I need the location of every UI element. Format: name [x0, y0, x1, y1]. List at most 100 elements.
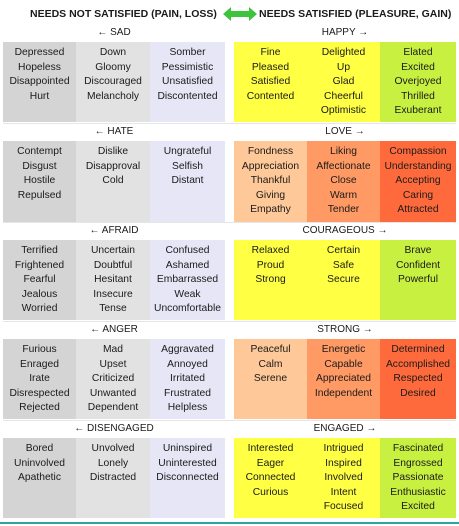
feeling-column-left: Down Gloomy Discouraged Melancholy [76, 42, 150, 122]
feeling-word: Intent [330, 486, 357, 498]
feeling-word: Insecure [93, 288, 133, 300]
feeling-word: Appreciated [316, 373, 371, 385]
feeling-word: Connected [245, 472, 296, 484]
feeling-word: Satisfied [250, 76, 291, 88]
feeling-column-right: Intrigued Inspired Involved Intent Focused [307, 438, 380, 518]
feeling-word: Exuberant [394, 105, 442, 117]
feeling-word: Close [330, 175, 357, 187]
feeling-word: Frightened [14, 259, 65, 271]
feeling-word: Irritated [170, 373, 205, 385]
feeling-column-left: Confused Ashamed Embarrassed Weak Uncomforta… [150, 240, 225, 320]
feeling-word: Distracted [89, 472, 137, 484]
feeling-column-left: Furious Enraged Irate Disrespected Rejected [3, 339, 76, 419]
feeling-word: Uncertain [90, 245, 136, 256]
feeling-word: Unvolved [91, 443, 135, 454]
feeling-word: Unwanted [89, 387, 137, 399]
feeling-column-left: Dislike Disapproval Cold [76, 141, 150, 222]
feeling-word: Weak [174, 288, 201, 300]
feeling-word: Repulsed [17, 189, 62, 201]
feeling-word: Discontented [157, 90, 218, 102]
feeling-word: Rejected [19, 402, 60, 414]
feeling-column-left: Uncertain Doubtful Hesitant Insecure Tense [76, 240, 150, 320]
feeling-word: Enraged [20, 358, 59, 370]
feeling-word: Uncomfortable [154, 303, 221, 315]
feeling-column-right: Certain Safe Secure [307, 240, 380, 320]
feeling-word: Distant [171, 175, 204, 187]
section-divider [3, 321, 456, 322]
feeling-word: Terrified [21, 245, 58, 256]
feeling-word: Jealous [21, 288, 58, 300]
feeling-word: Inspired [325, 457, 362, 469]
feeling-word: Proud [256, 259, 285, 271]
feeling-column-right: Liking Affectionate Close Warm Tender [307, 141, 380, 222]
feeling-word: Irate [29, 373, 50, 385]
needs-not-satisfied-title: NEEDS NOT SATISFIED (PAIN, LOSS) [30, 8, 217, 20]
feeling-word: Compassion [389, 146, 447, 157]
feeling-column-right: Determined Accomplished Respected Desired [380, 339, 456, 419]
feeling-column-right: Elated Excited Overjoyed Thrilled Exuberant [380, 42, 456, 122]
feeling-column-left: Depressed Hopeless Disappointed Hurt [3, 42, 76, 122]
feeling-word: Dependent [87, 402, 139, 414]
feeling-word: Dislike [97, 146, 129, 157]
feeling-word: Doubtful [93, 259, 133, 271]
feeling-word: Confident [395, 259, 441, 271]
feeling-word: Energetic [321, 344, 366, 355]
feeling-column-right: Fascinated Engrossed Passionate Enthusiasti… [380, 438, 456, 518]
feeling-word: Delighted [321, 47, 366, 58]
feeling-word: Understanding [384, 160, 452, 172]
feeling-word: Desired [400, 387, 436, 399]
feeling-word: Hurt [29, 90, 50, 102]
feeling-word: Criticized [91, 373, 135, 385]
feeling-column-right: Energetic Capable Appreciated Independent [307, 339, 380, 419]
feeling-column-left: Bored Uninvolved Apathetic [3, 438, 76, 518]
feeling-word: Hesitant [94, 274, 132, 286]
feeling-column-right: Relaxed Proud Strong [234, 240, 307, 320]
feeling-word: Eager [256, 457, 285, 469]
feeling-word: Apathetic [18, 472, 61, 484]
feeling-word: Contempt [17, 146, 62, 157]
feeling-word: Serene [253, 373, 288, 385]
feeling-word: Brave [404, 245, 432, 256]
section-divider [3, 420, 456, 421]
feeling-word: Elated [403, 47, 433, 58]
feeling-word: Lonely [97, 457, 129, 469]
feeling-word: Furious [22, 344, 57, 355]
feeling-word: Fondness [247, 146, 294, 157]
feeling-column-left: Uninspired Uninterested Disconnected [150, 438, 225, 518]
feeling-word: Involved [324, 472, 363, 484]
feeling-word: Upset [99, 358, 127, 370]
section-label-left: ← SAD [97, 27, 131, 38]
double-arrow-icon [223, 7, 257, 21]
feeling-word: Pleased [251, 61, 290, 73]
feeling-word: Fascinated [392, 443, 444, 454]
feeling-word: Fine [260, 47, 281, 58]
feeling-word: Glad [332, 76, 355, 88]
feeling-word: Calm [258, 358, 283, 370]
feeling-column-right: Interested Eager Connected Curious [234, 438, 307, 518]
feeling-word: Focused [323, 501, 364, 513]
feeling-word: Liking [330, 146, 357, 157]
feeling-word: Caring [402, 189, 434, 201]
section-label-right: HAPPY → [321, 27, 369, 38]
feeling-column-left: Somber Pessimistic Unsatisfied Discontented [150, 42, 225, 122]
feeling-word: Melancholy [86, 90, 140, 102]
feeling-word: Accepting [395, 175, 441, 187]
feeling-word: Strong [255, 274, 286, 286]
needs-satisfied-title: NEEDS SATISFIED (PLEASURE, GAIN) [259, 8, 452, 20]
feeling-word: Disappointed [9, 76, 70, 88]
feeling-word: Uninvolved [14, 457, 65, 469]
feeling-column-right: Compassion Understanding Accepting Caring At… [380, 141, 456, 222]
feeling-column-left: Unvolved Lonely Distracted [76, 438, 150, 518]
feeling-word: Independent [314, 387, 373, 399]
feeling-column-left: Terrified Frightened Fearful Jealous Worried [3, 240, 76, 320]
section-divider [3, 123, 456, 124]
feeling-word: Thrilled [401, 90, 435, 102]
feeling-word: Disrespected [9, 387, 70, 399]
feeling-word: Ungrateful [163, 146, 212, 157]
feeling-column-left: Contempt Disgust Hostile Repulsed [3, 141, 76, 222]
feeling-word: Warm [329, 189, 358, 201]
feeling-word: Cold [102, 175, 124, 187]
feeling-word: Respected [393, 373, 443, 385]
feeling-word: Interested [247, 443, 294, 454]
feeling-word: Up [336, 61, 351, 73]
